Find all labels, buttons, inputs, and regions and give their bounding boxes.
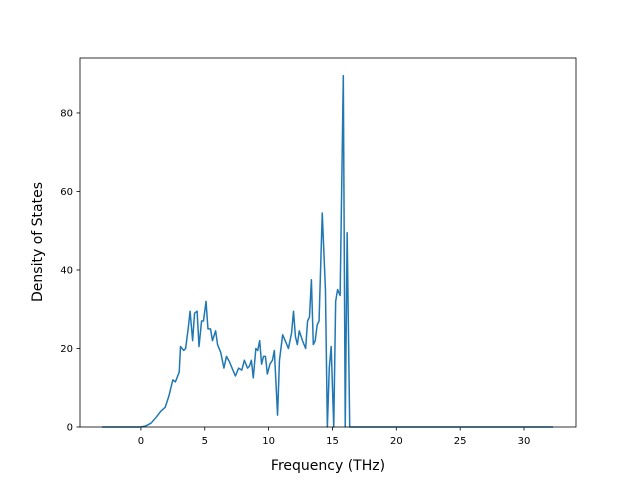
x-tick-label: 15 <box>326 436 339 447</box>
y-tick-label: 20 <box>60 344 73 355</box>
y-axis-label: Density of States <box>30 182 46 302</box>
y-tick-label: 60 <box>60 187 73 198</box>
y-tick-label: 80 <box>60 108 73 119</box>
x-tick-label: 5 <box>202 436 208 447</box>
data-line <box>101 74 554 428</box>
x-tick-label: 20 <box>390 436 403 447</box>
y-tick-label: 0 <box>67 423 73 434</box>
axes-frame <box>79 57 577 428</box>
x-tick-label: 30 <box>518 436 531 447</box>
y-tick-label: 40 <box>60 265 73 276</box>
x-tick-label: 10 <box>262 436 275 447</box>
x-tick-label: 25 <box>454 436 467 447</box>
x-tick-label: 0 <box>138 436 144 447</box>
x-axis-label: Frequency (THz) <box>271 458 385 474</box>
